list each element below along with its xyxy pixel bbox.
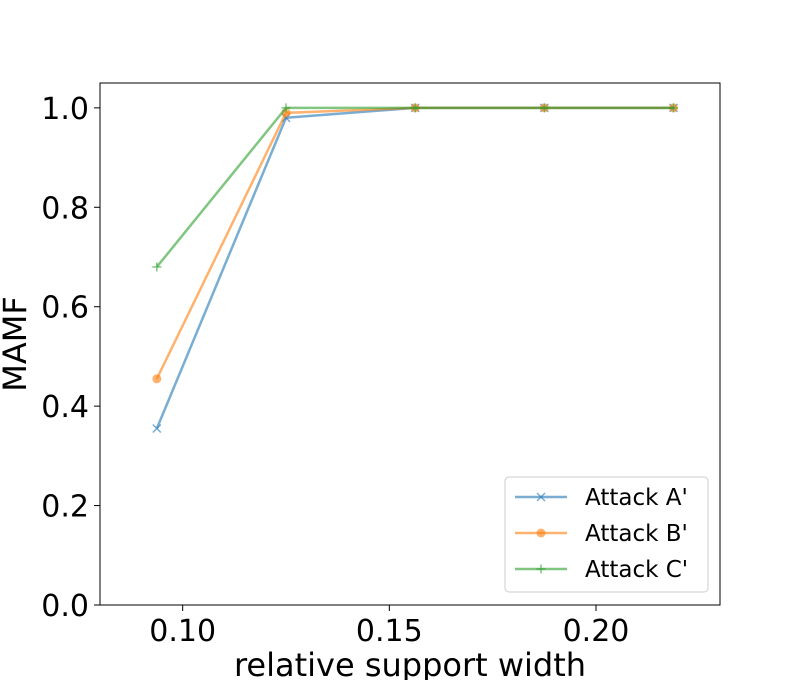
legend-label: Attack A' bbox=[585, 485, 688, 511]
y-tick-label: 0.6 bbox=[41, 291, 89, 326]
x-axis: 0.10 0.15 0.20 bbox=[149, 605, 629, 649]
series-1 bbox=[152, 103, 679, 434]
legend-item: Attack C' bbox=[515, 557, 688, 583]
legend-label: Attack B' bbox=[585, 521, 688, 547]
data-point bbox=[152, 423, 162, 434]
legend-item: Attack A' bbox=[515, 485, 688, 511]
data-point bbox=[152, 262, 162, 272]
x-tick-label: 0.10 bbox=[149, 614, 216, 649]
y-tick-label: 0.2 bbox=[41, 490, 89, 525]
y-tick-label: 1.0 bbox=[41, 92, 89, 127]
legend-marker bbox=[536, 492, 546, 502]
data-point bbox=[281, 103, 291, 113]
legend-box bbox=[504, 476, 709, 593]
x-axis-title: relative support width bbox=[234, 646, 586, 680]
y-axis-title: MAMF bbox=[0, 296, 34, 392]
y-tick-label: 0.4 bbox=[41, 390, 89, 425]
legend: Attack A' Attack B' Attack C' bbox=[504, 476, 709, 593]
x-tick-label: 0.20 bbox=[563, 614, 630, 649]
series-line bbox=[155, 106, 674, 429]
series-3 bbox=[152, 103, 678, 272]
y-tick-label: 0.0 bbox=[41, 589, 89, 624]
data-point bbox=[669, 103, 678, 113]
legend-label: Attack C' bbox=[585, 557, 688, 583]
y-axis: 0.0 0.2 0.4 0.6 0.8 1.0 bbox=[41, 92, 100, 624]
data-point bbox=[410, 103, 420, 113]
legend-item: Attack B' bbox=[515, 521, 688, 547]
legend-marker bbox=[536, 528, 546, 538]
y-tick-label: 0.8 bbox=[41, 191, 89, 226]
data-point bbox=[539, 103, 549, 113]
plot-frame bbox=[99, 82, 721, 606]
data-point bbox=[152, 374, 162, 384]
legend-marker bbox=[536, 564, 546, 574]
series-layer bbox=[152, 103, 679, 434]
series-2 bbox=[152, 103, 678, 384]
x-tick-label: 0.15 bbox=[356, 614, 423, 649]
